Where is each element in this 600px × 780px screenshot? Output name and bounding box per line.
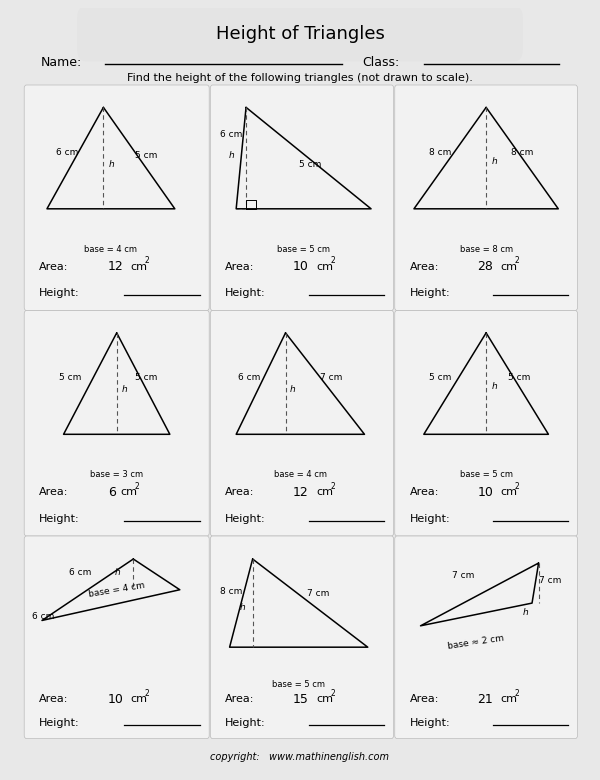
FancyBboxPatch shape [211,536,394,739]
Text: h: h [109,160,115,168]
Text: 2: 2 [514,257,519,265]
Text: 7 cm: 7 cm [320,373,343,382]
Text: 2: 2 [330,689,335,697]
Text: h: h [523,608,529,617]
Text: 2: 2 [330,482,335,491]
Text: 10: 10 [293,261,309,273]
Text: base = 4 cm: base = 4 cm [85,245,137,254]
Text: 6 cm: 6 cm [220,129,242,139]
Text: 5 cm: 5 cm [136,373,158,382]
Text: 12: 12 [293,486,309,499]
Text: 15: 15 [293,693,309,706]
Text: 12: 12 [107,261,124,273]
Text: Area:: Area: [409,262,439,272]
Text: 2: 2 [135,482,139,491]
Text: base = 8 cm: base = 8 cm [460,245,512,254]
Text: base = 5 cm: base = 5 cm [272,679,325,689]
Text: cm: cm [316,488,333,498]
Text: Area:: Area: [39,694,68,704]
Text: cm: cm [500,262,517,272]
Text: Height:: Height: [225,514,266,523]
Text: 2: 2 [514,689,519,697]
Text: cm: cm [121,488,137,498]
Text: Height:: Height: [225,718,266,728]
Text: 2: 2 [145,257,149,265]
Text: cm: cm [316,262,333,272]
Text: 5 cm: 5 cm [508,373,530,382]
Text: Height:: Height: [409,514,450,523]
Text: 2: 2 [330,257,335,265]
Text: 6 cm: 6 cm [56,147,78,157]
Text: 8 cm: 8 cm [511,147,533,157]
Text: h: h [491,157,497,165]
Text: 10: 10 [477,486,493,499]
Text: Area:: Area: [39,262,68,272]
Text: cm: cm [131,694,148,704]
Text: base = 5 cm: base = 5 cm [460,470,512,479]
Text: Class:: Class: [362,56,399,69]
Text: Height:: Height: [39,514,80,523]
Text: h: h [491,382,497,391]
Text: Height:: Height: [39,718,80,728]
Text: Height:: Height: [39,288,80,298]
Text: 5 cm: 5 cm [429,373,451,382]
Text: 8 cm: 8 cm [429,147,451,157]
FancyBboxPatch shape [211,310,394,536]
Text: Find the height of the following triangles (not drawn to scale).: Find the height of the following triangl… [127,73,473,83]
FancyBboxPatch shape [77,6,523,62]
FancyBboxPatch shape [24,536,209,739]
Text: base ≈ 2 cm: base ≈ 2 cm [448,633,505,651]
Text: Area:: Area: [409,488,439,498]
Text: 28: 28 [477,261,493,273]
Text: Area:: Area: [225,262,254,272]
Text: cm: cm [500,488,517,498]
Text: 8 cm: 8 cm [220,587,242,596]
Text: 7 cm: 7 cm [539,576,561,585]
FancyBboxPatch shape [24,310,209,536]
Text: Area:: Area: [225,488,254,498]
Text: h: h [229,151,234,160]
Text: 7 cm: 7 cm [307,589,329,598]
FancyBboxPatch shape [395,310,577,536]
FancyBboxPatch shape [395,85,577,310]
Text: 5 cm: 5 cm [136,151,158,160]
Text: h: h [122,385,128,394]
Text: 6: 6 [107,486,116,499]
Text: h: h [289,385,295,394]
FancyBboxPatch shape [211,85,394,310]
Text: base = 4 cm: base = 4 cm [274,470,327,479]
Text: h: h [240,603,245,612]
Text: 5 cm: 5 cm [59,373,82,382]
Text: base = 5 cm: base = 5 cm [277,245,330,254]
Text: 7 cm: 7 cm [452,572,475,580]
Text: 5 cm: 5 cm [299,160,322,168]
Text: 2: 2 [145,689,149,697]
Text: cm: cm [500,694,517,704]
Text: cm: cm [316,694,333,704]
Text: Area:: Area: [225,694,254,704]
Text: base = 3 cm: base = 3 cm [90,470,143,479]
Text: cm: cm [131,262,148,272]
Text: Area:: Area: [409,694,439,704]
Text: Name:: Name: [41,56,82,69]
Text: 21: 21 [477,693,493,706]
Text: 2: 2 [514,482,519,491]
Text: copyright:   www.mathinenglish.com: copyright: www.mathinenglish.com [211,752,389,762]
Text: Height:: Height: [409,288,450,298]
FancyBboxPatch shape [24,85,209,310]
Text: Area:: Area: [39,488,68,498]
Text: 6 cm: 6 cm [69,568,91,577]
Text: Height:: Height: [225,288,266,298]
Text: 10: 10 [107,693,124,706]
Text: h: h [114,568,120,577]
Text: 6 cm: 6 cm [32,612,55,621]
Text: Height:: Height: [409,718,450,728]
Text: 6 cm: 6 cm [238,373,260,382]
Text: base = 4 cm: base = 4 cm [88,581,145,599]
FancyBboxPatch shape [395,536,577,739]
Text: Height of Triangles: Height of Triangles [215,25,385,43]
